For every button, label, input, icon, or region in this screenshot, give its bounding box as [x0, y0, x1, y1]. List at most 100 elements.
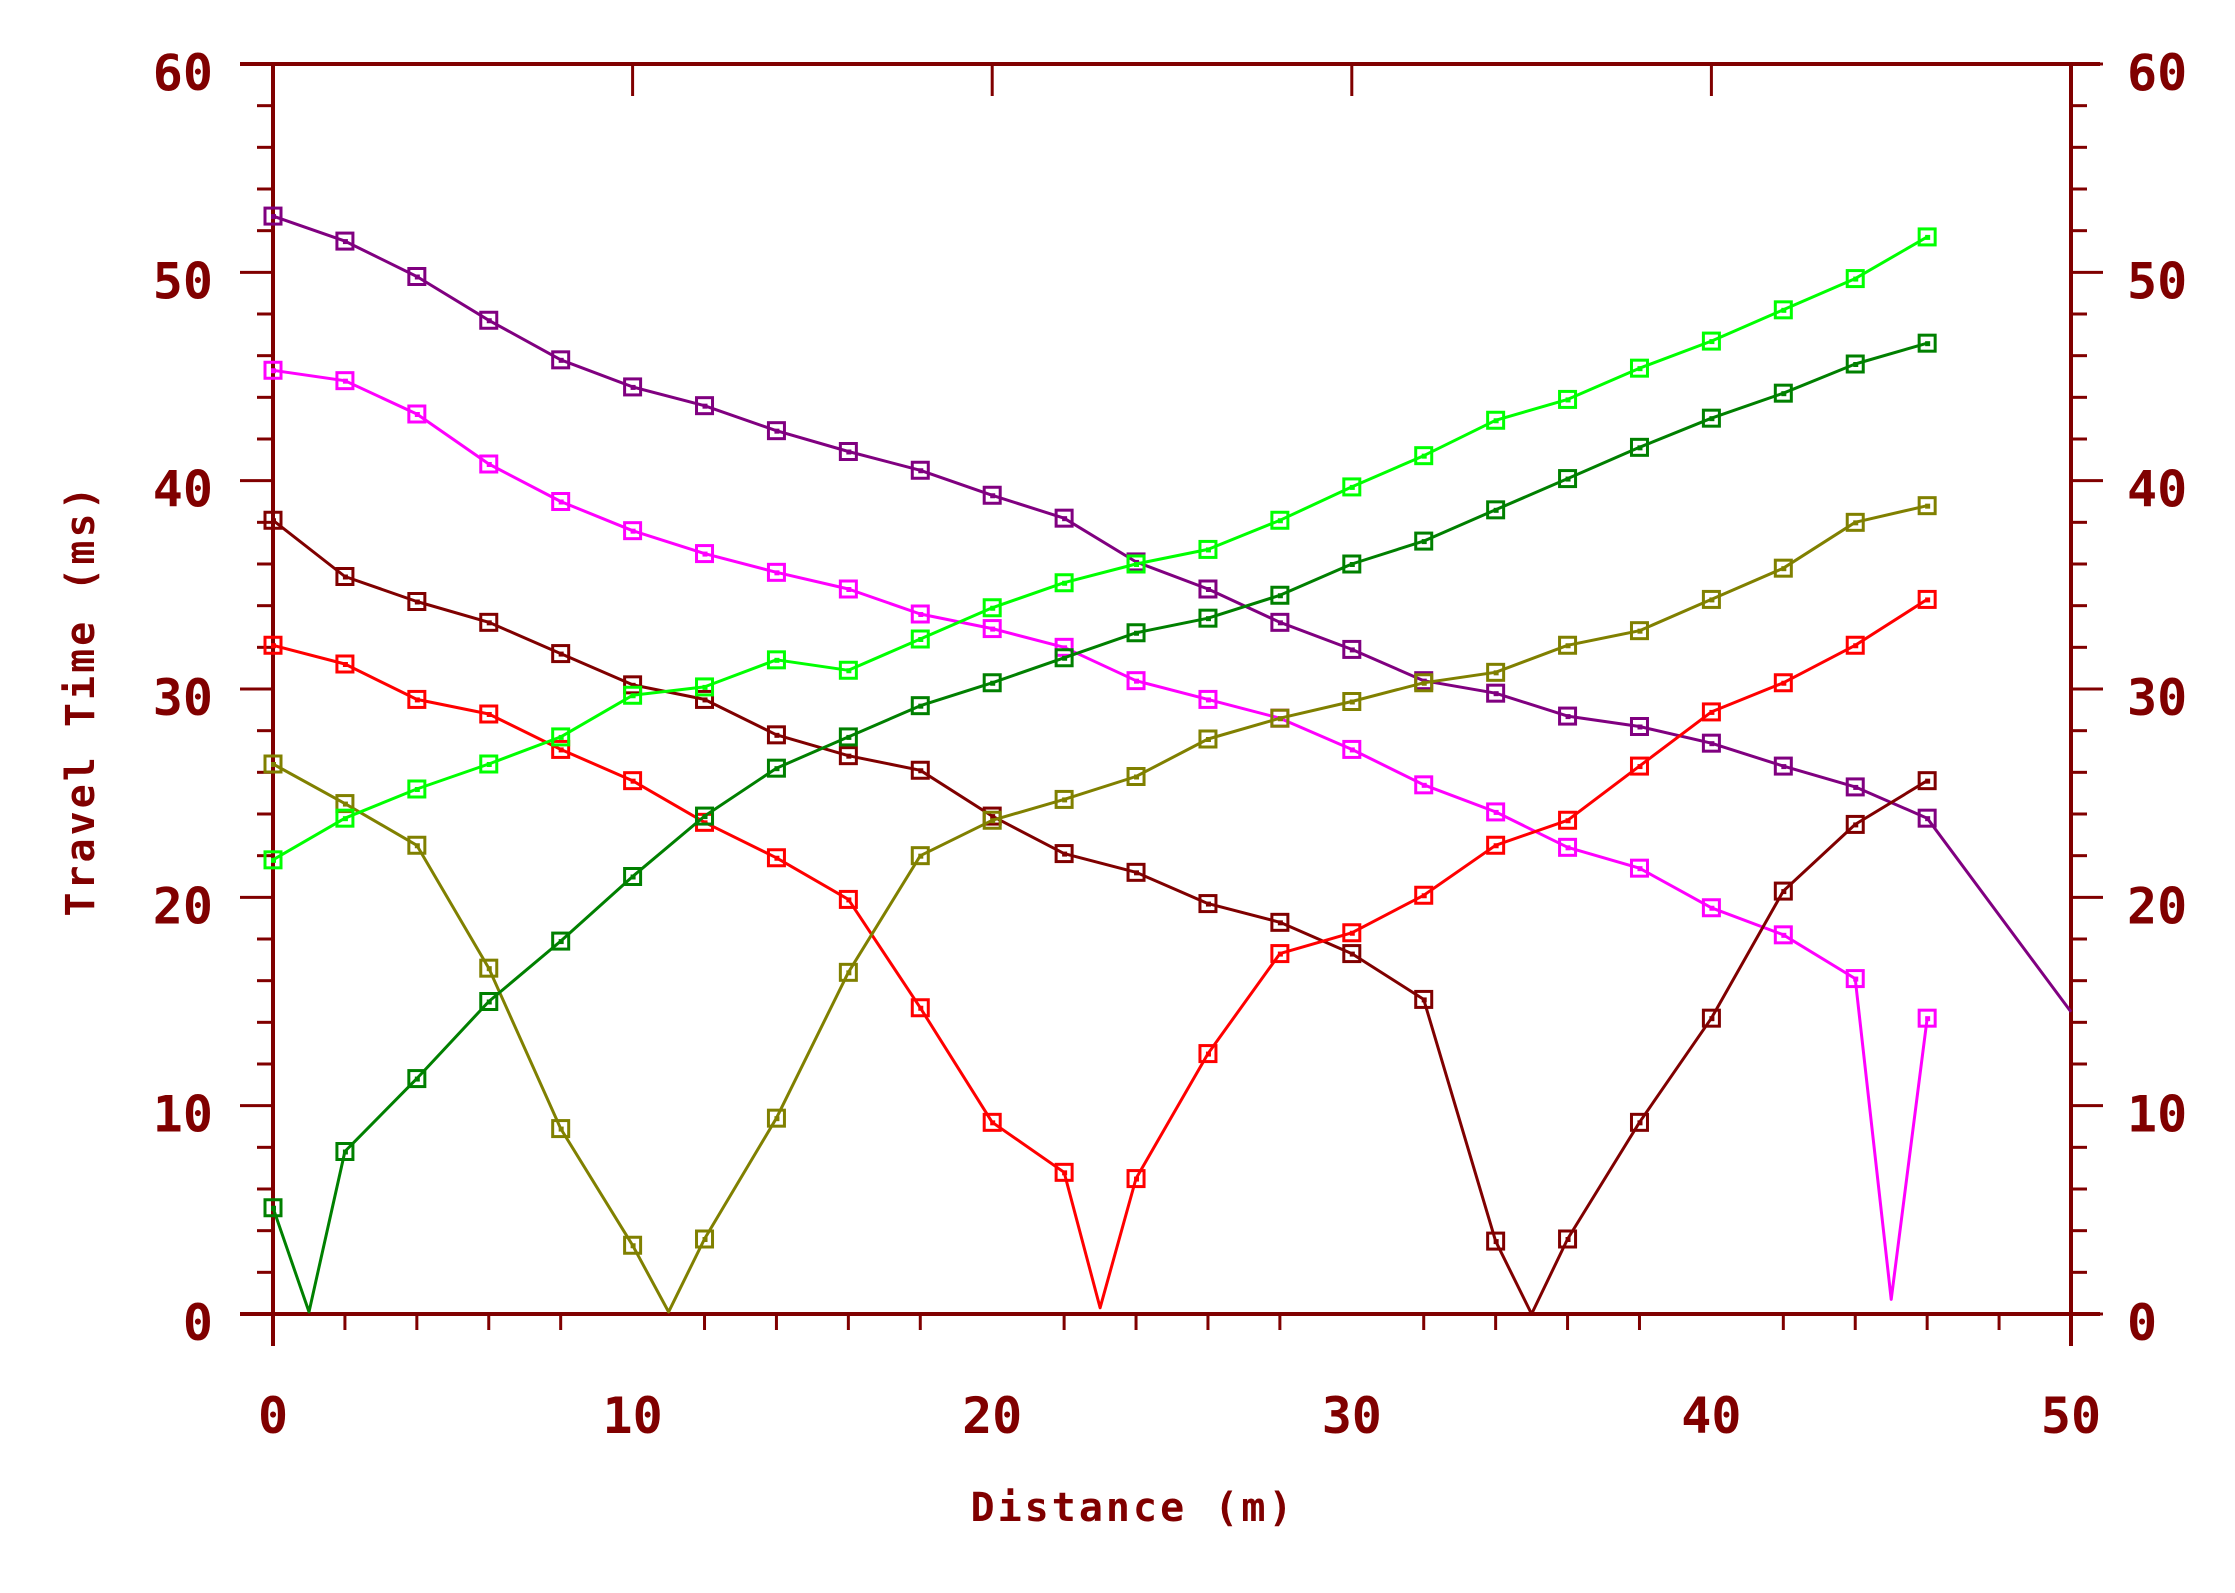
data-point-center	[846, 449, 852, 455]
data-point-marker	[1845, 269, 1865, 289]
data-point-marker	[551, 931, 571, 951]
data-point-center	[1781, 680, 1787, 686]
data-point-center	[271, 643, 276, 649]
data-point-marker	[1342, 923, 1362, 943]
data-point-center	[342, 816, 348, 822]
data-point-center	[1277, 951, 1283, 957]
data-point-marker	[1198, 729, 1218, 749]
data-point-center	[918, 637, 924, 642]
data-point-center	[990, 814, 996, 820]
data-point-center	[846, 970, 852, 976]
data-point-marker	[1486, 410, 1506, 430]
series-path	[272, 598, 1929, 1310]
data-point-marker	[623, 521, 643, 541]
data-point-center	[774, 1116, 780, 1122]
data-point-marker	[1342, 554, 1362, 574]
data-point-center	[1853, 643, 1859, 649]
y-tick-label-left: 0	[183, 1294, 213, 1352]
data-point-center	[1205, 547, 1211, 553]
data-point-marker	[1845, 969, 1865, 989]
data-point-marker	[407, 1069, 427, 1089]
data-point-center	[702, 551, 708, 557]
data-point-marker	[1270, 612, 1290, 632]
data-point-marker	[551, 739, 571, 759]
data-point-marker	[1629, 756, 1649, 776]
data-point-marker	[910, 760, 930, 780]
data-point-center	[774, 428, 780, 434]
data-point-marker	[838, 746, 858, 766]
data-point-center	[271, 1205, 276, 1211]
data-point-marker	[479, 958, 499, 978]
data-point-marker	[695, 1229, 715, 1249]
data-point-center	[990, 605, 996, 611]
data-point-marker	[623, 377, 643, 397]
data-point-center	[558, 1126, 564, 1132]
data-point-center	[1637, 724, 1643, 730]
x-tick-label: 20	[962, 1387, 1022, 1445]
data-point-center	[486, 712, 492, 717]
data-point-marker	[1270, 944, 1290, 964]
data-point-center	[990, 1120, 996, 1126]
data-point-marker	[623, 771, 643, 791]
data-point-center	[271, 857, 276, 863]
data-point-marker	[1701, 589, 1721, 609]
data-point-center	[918, 612, 924, 617]
data-point-center	[1925, 503, 1931, 509]
data-point-marker	[1845, 354, 1865, 374]
data-point-marker	[838, 727, 858, 747]
data-point-marker	[479, 754, 499, 774]
data-point-center	[558, 651, 564, 657]
data-point-center	[1925, 1016, 1931, 1022]
data-point-marker	[335, 808, 355, 828]
data-point-marker	[766, 650, 786, 670]
x-tick-label: 30	[1322, 1387, 1382, 1445]
plot-frame	[240, 62, 2100, 1346]
y-tick-label-left: 40	[153, 461, 213, 519]
data-point-marker	[551, 1119, 571, 1139]
data-point-center	[1205, 587, 1211, 592]
data-point-marker	[910, 998, 930, 1018]
data-point-marker	[623, 685, 643, 705]
data-point-marker	[1414, 775, 1434, 795]
data-point-center	[1565, 476, 1571, 482]
data-point-center	[1277, 518, 1283, 524]
data-point-marker	[551, 644, 571, 664]
data-point-marker	[479, 992, 499, 1011]
data-point-marker	[1773, 383, 1793, 403]
data-point-marker	[1198, 894, 1218, 914]
data-point-marker	[1486, 500, 1506, 520]
data-point-marker	[766, 1108, 786, 1128]
x-tick-label: 50	[2041, 1387, 2101, 1445]
data-point-center	[1349, 747, 1355, 753]
data-point-center	[1349, 951, 1355, 957]
data-point-marker	[1486, 683, 1506, 703]
series-path	[272, 235, 1928, 862]
data-point-center	[271, 214, 276, 220]
data-point-marker	[1845, 512, 1865, 532]
data-point-marker	[982, 810, 1002, 830]
data-point-center	[1709, 597, 1715, 603]
data-point-center	[702, 403, 708, 409]
data-point-center	[486, 462, 492, 467]
data-point-marker	[407, 779, 427, 799]
series-path	[272, 504, 1928, 1314]
data-point-marker	[1486, 1231, 1506, 1251]
data-point-marker	[479, 612, 499, 632]
data-point-center	[1062, 851, 1068, 857]
data-point-center	[271, 762, 276, 767]
data-point-marker	[1126, 671, 1146, 691]
data-point-marker	[335, 654, 355, 674]
data-point-marker	[1917, 227, 1937, 247]
data-point-marker	[479, 704, 499, 724]
data-point-center	[1637, 1120, 1643, 1126]
data-point-marker	[1701, 331, 1721, 351]
data-point-marker	[1701, 898, 1721, 918]
data-point-center	[1853, 784, 1859, 790]
data-point-center	[1925, 341, 1931, 347]
data-point-center	[1781, 307, 1787, 313]
data-point-marker	[1558, 635, 1578, 655]
data-point-center	[1925, 597, 1931, 603]
data-point-center	[486, 966, 492, 972]
data-point-center	[1421, 680, 1427, 686]
data-point-marker	[1198, 689, 1218, 709]
